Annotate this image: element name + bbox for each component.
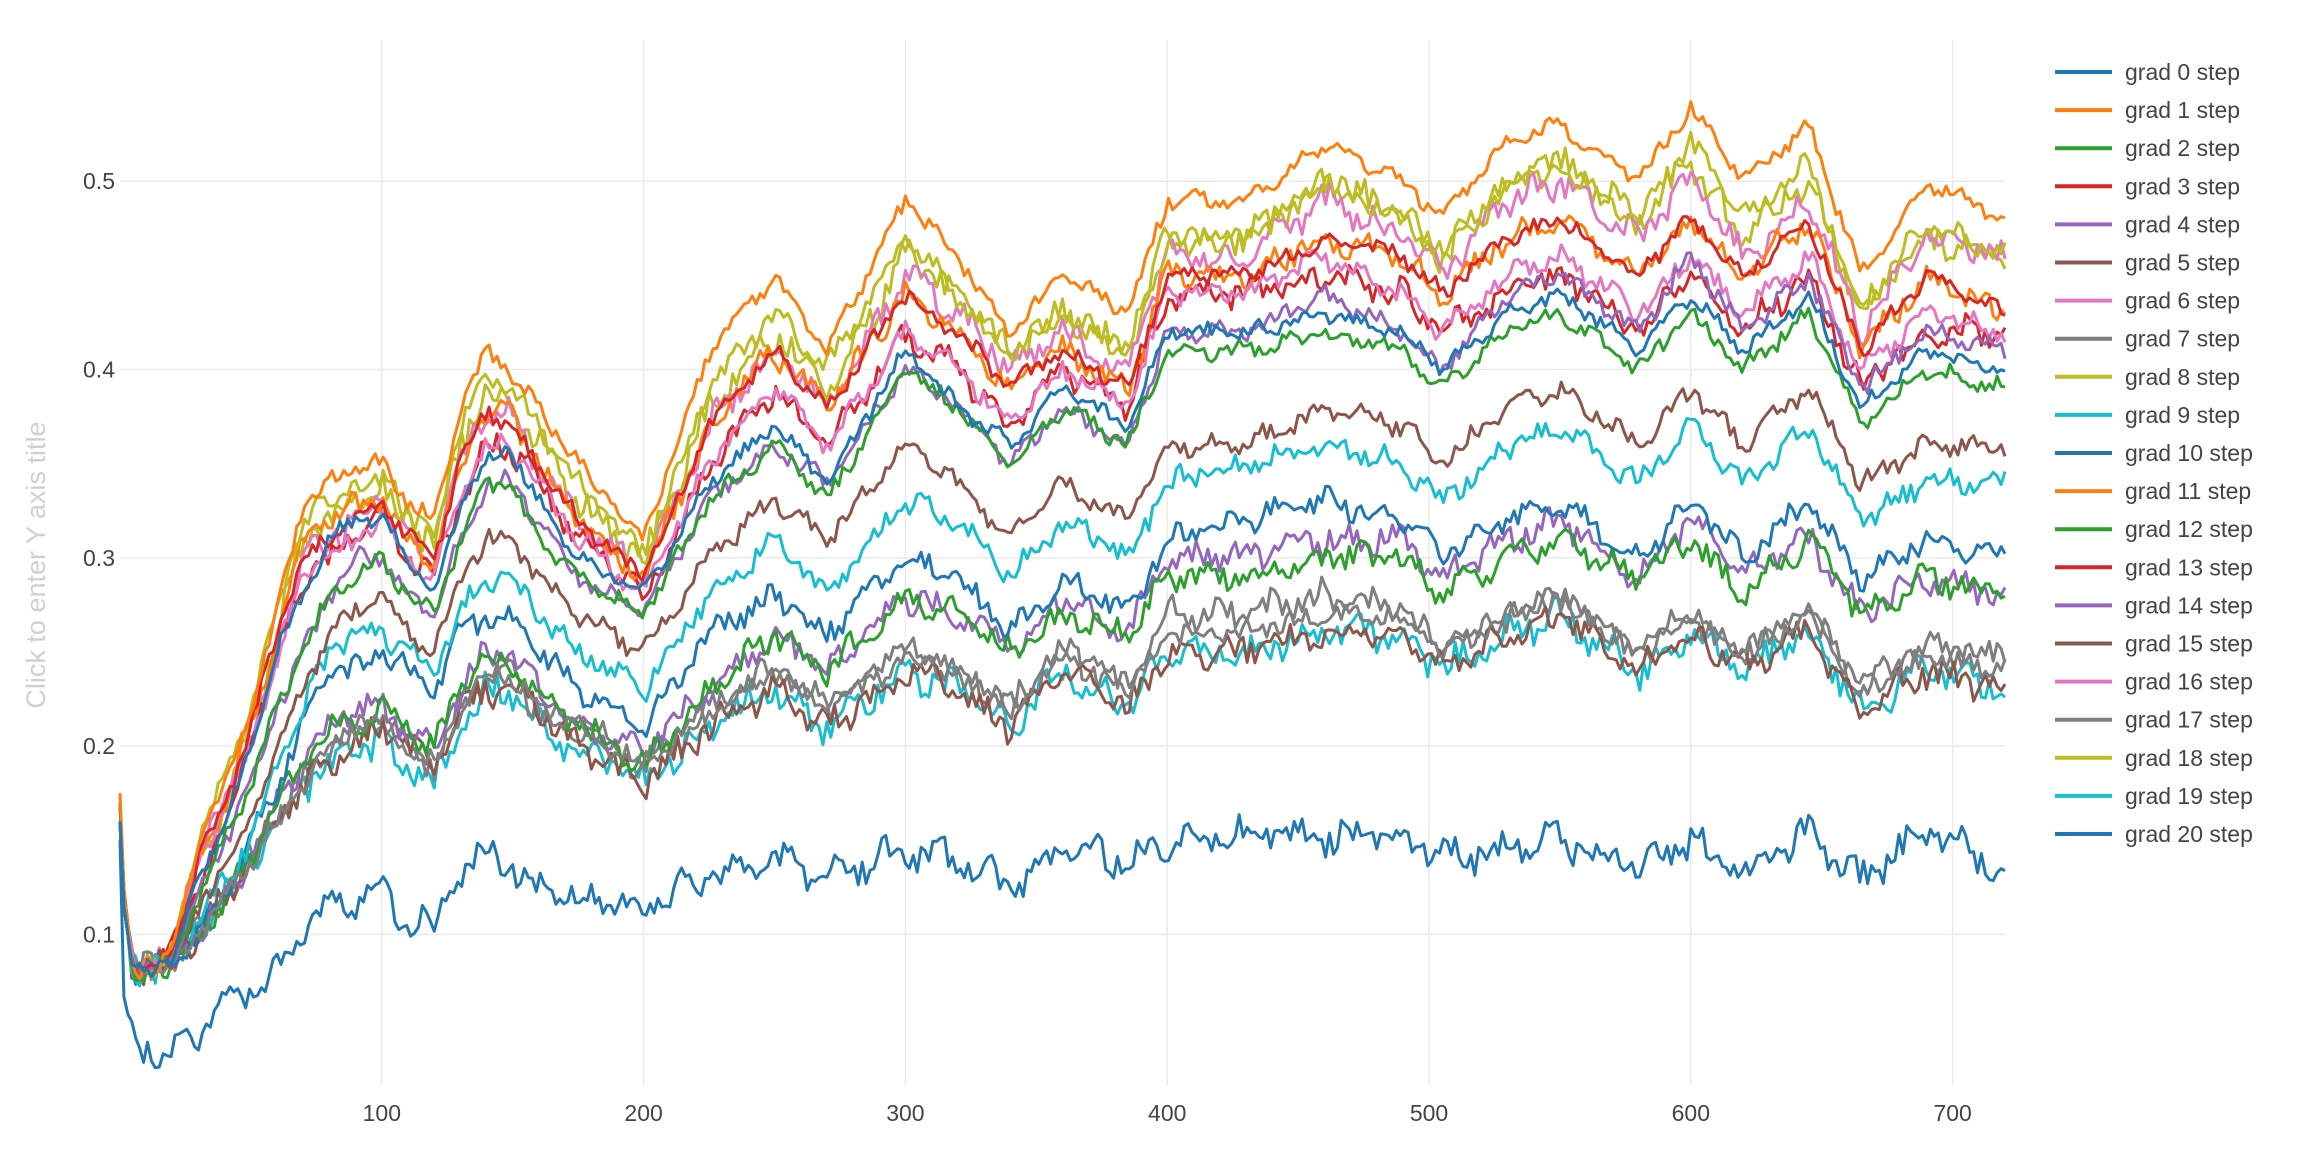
legend-label: grad 11 step — [2125, 478, 2251, 504]
series-line-15 — [118, 605, 2007, 987]
legend-label: grad 1 step — [2125, 97, 2240, 123]
legend-label: grad 8 step — [2125, 364, 2240, 390]
series-line-17 — [118, 575, 2007, 981]
legend-label: grad 13 step — [2125, 554, 2253, 580]
x-tick-label: 100 — [363, 1100, 401, 1126]
legend-label: grad 19 step — [2125, 783, 2253, 809]
legend-item[interactable]: grad 20 step — [2055, 821, 2253, 847]
legend-label: grad 4 step — [2125, 211, 2240, 237]
series-line-5 — [118, 380, 2007, 975]
x-tick-label: 300 — [886, 1100, 924, 1126]
legend-item[interactable]: grad 1 step — [2055, 97, 2240, 123]
series-line-4 — [118, 251, 2007, 979]
legend-label: grad 14 step — [2125, 592, 2253, 618]
series-line-3 — [118, 215, 2006, 980]
legend-label: grad 15 step — [2125, 631, 2253, 657]
legend-label: grad 10 step — [2125, 440, 2253, 466]
legend-item[interactable]: grad 7 step — [2055, 326, 2240, 352]
legend-item[interactable]: grad 5 step — [2055, 250, 2240, 276]
legend-item[interactable]: grad 0 step — [2055, 59, 2240, 85]
x-tick-label: 400 — [1148, 1100, 1186, 1126]
legend-item[interactable]: grad 17 step — [2055, 707, 2253, 733]
series-line-7 — [118, 586, 2007, 983]
legend-label: grad 6 step — [2125, 288, 2240, 314]
y-tick-label: 0.5 — [83, 168, 115, 194]
x-tick-label: 500 — [1410, 1100, 1448, 1126]
legend-item[interactable]: grad 9 step — [2055, 402, 2240, 428]
series-line-12 — [118, 527, 2006, 980]
x-tick-label: 600 — [1672, 1100, 1710, 1126]
x-axis-ticks: 100 200 300 400 500 600 700 — [363, 1100, 1972, 1126]
y-tick-label: 0.1 — [83, 921, 115, 947]
legend-item[interactable]: grad 18 step — [2055, 745, 2253, 771]
legend-item[interactable]: grad 8 step — [2055, 364, 2240, 390]
legend-label: grad 2 step — [2125, 135, 2240, 161]
x-tick-label: 200 — [624, 1100, 662, 1126]
legend-item[interactable]: grad 19 step — [2055, 783, 2253, 809]
series-line-2 — [118, 306, 2006, 983]
legend-item[interactable]: grad 4 step — [2055, 211, 2240, 237]
legend-label: grad 5 step — [2125, 250, 2240, 276]
legend-label: grad 20 step — [2125, 821, 2253, 847]
x-tick-label: 700 — [1933, 1100, 1971, 1126]
series-line-10 — [118, 484, 2007, 986]
legend-item[interactable]: grad 6 step — [2055, 288, 2240, 314]
legend-item[interactable]: grad 3 step — [2055, 173, 2240, 199]
legend-item[interactable]: grad 10 step — [2055, 440, 2253, 466]
legend-label: grad 0 step — [2125, 59, 2240, 85]
legend-label: grad 12 step — [2125, 516, 2253, 542]
series-line-13 — [118, 264, 2007, 976]
series-line-20 — [118, 813, 2006, 1070]
series-line-1 — [118, 100, 2006, 981]
legend-label: grad 9 step — [2125, 402, 2240, 428]
legend-item[interactable]: grad 16 step — [2055, 669, 2253, 695]
legend-item[interactable]: grad 15 step — [2055, 631, 2253, 657]
series-line-0 — [118, 287, 2006, 979]
legend-item[interactable]: grad 13 step — [2055, 554, 2253, 580]
legend-label: grad 3 step — [2125, 173, 2240, 199]
y-tick-label: 0.2 — [83, 733, 115, 759]
y-axis-title-placeholder[interactable]: Click to enter Y axis title — [21, 421, 51, 708]
legend-item[interactable]: grad 11 step — [2055, 478, 2251, 504]
y-tick-label: 0.3 — [83, 545, 115, 571]
legend-label: grad 7 step — [2125, 326, 2240, 352]
legend-label: grad 17 step — [2125, 707, 2253, 733]
legend-label: grad 18 step — [2125, 745, 2253, 771]
legend-item[interactable]: grad 12 step — [2055, 516, 2253, 542]
legend-item[interactable]: grad 2 step — [2055, 135, 2240, 161]
y-axis-ticks: 0.1 0.2 0.3 0.4 0.5 — [83, 168, 115, 947]
series-line-11 — [118, 214, 2007, 974]
series-line-8 — [118, 130, 2007, 980]
legend-item[interactable]: grad 14 step — [2055, 592, 2253, 618]
legend: grad 0 step grad 1 step grad 2 step grad 3 … — [2055, 59, 2253, 847]
series-line-19 — [118, 594, 2006, 985]
series-line-9 — [118, 417, 2007, 988]
y-tick-label: 0.4 — [83, 357, 115, 383]
series-line-18 — [118, 146, 2007, 979]
series-lines — [118, 100, 2007, 1070]
grid — [120, 40, 2005, 1085]
legend-label: grad 16 step — [2125, 669, 2253, 695]
